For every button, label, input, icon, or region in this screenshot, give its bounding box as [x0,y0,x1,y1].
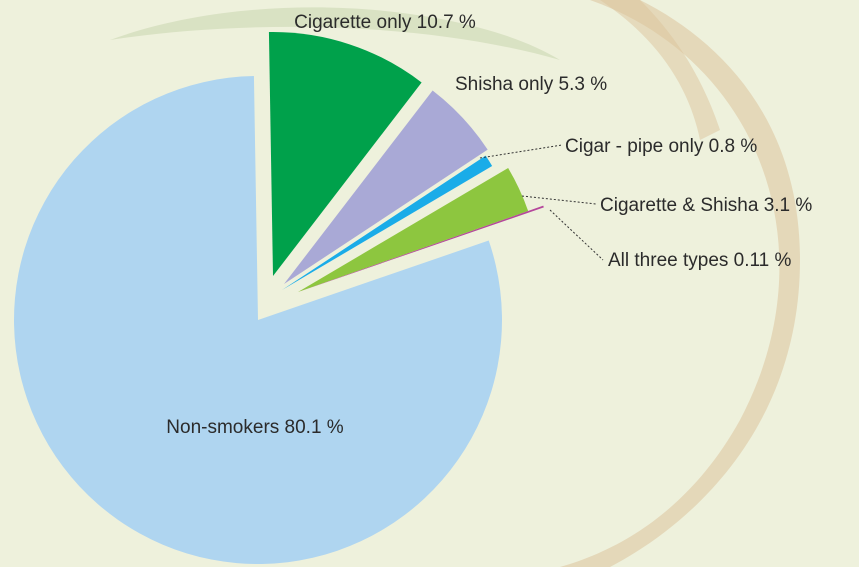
slice-all-three [298,205,544,292]
background-swirl-brown-top [600,0,720,140]
slice-cigar-pipe-only-label: Cigar - pipe only 0.8 % [565,136,757,157]
background-swirl-green [110,7,560,60]
slice-all-three-leader-line [549,209,604,261]
slice-cigarette-only-label: Cigarette only 10.7 % [294,12,476,33]
slice-all-three-label: All three types 0.11 % [608,250,792,271]
slice-non-smokers-label: Non-smokers 80.1 % [166,417,344,438]
slice-shisha-only [284,90,488,284]
slice-cigarette-only [268,31,422,276]
slice-shisha-only-label: Shisha only 5.3 % [455,74,607,95]
slice-cigarette-shisha [298,168,529,292]
slice-non-smokers [14,76,503,565]
slice-cigar-pipe-only [282,155,493,290]
slice-cigar-pipe-only-leader-line [479,144,563,159]
slice-cigarette-shisha-label: Cigarette & Shisha 3.1 % [600,195,812,216]
slice-cigarette-shisha-leader-line [521,195,597,205]
background-swirl-brown [560,0,800,567]
